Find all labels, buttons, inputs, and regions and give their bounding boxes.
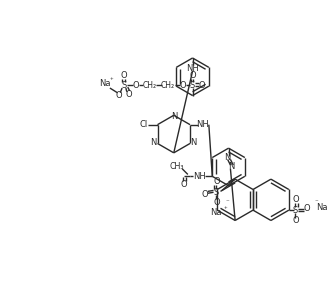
Text: O: O: [116, 91, 123, 100]
Text: O: O: [199, 81, 205, 90]
Text: NH: NH: [193, 172, 206, 181]
Text: S: S: [293, 206, 298, 215]
Text: O: O: [180, 81, 187, 90]
Text: Na: Na: [316, 203, 327, 212]
Text: S: S: [214, 188, 219, 197]
Text: O: O: [292, 195, 299, 204]
Text: O: O: [181, 180, 187, 189]
Text: O: O: [292, 216, 299, 225]
Text: N: N: [191, 138, 197, 147]
Text: Cl: Cl: [139, 120, 148, 129]
Text: O: O: [121, 71, 127, 80]
Text: ⁺: ⁺: [224, 207, 228, 213]
Text: S: S: [121, 81, 127, 90]
Text: ⁻: ⁻: [314, 200, 318, 206]
Text: O: O: [125, 90, 132, 99]
Text: O: O: [133, 81, 139, 90]
Text: NH: NH: [196, 120, 209, 129]
Text: N: N: [151, 138, 157, 147]
Text: Na: Na: [99, 79, 111, 88]
Text: NH: NH: [186, 64, 199, 73]
Text: ⁺: ⁺: [110, 78, 114, 83]
Text: CH₂: CH₂: [161, 81, 175, 90]
Text: O: O: [213, 178, 220, 186]
Text: CH₃: CH₃: [169, 163, 184, 172]
Text: ⁻: ⁻: [226, 200, 230, 206]
Text: O: O: [189, 71, 196, 80]
Text: CH₂: CH₂: [142, 81, 156, 90]
Text: Na: Na: [211, 209, 222, 217]
Text: N: N: [224, 153, 231, 162]
Text: N: N: [172, 112, 178, 121]
Text: S: S: [190, 81, 195, 90]
Text: O: O: [202, 190, 208, 199]
Text: O: O: [213, 198, 220, 207]
Text: O: O: [303, 204, 310, 213]
Text: N: N: [228, 163, 235, 172]
